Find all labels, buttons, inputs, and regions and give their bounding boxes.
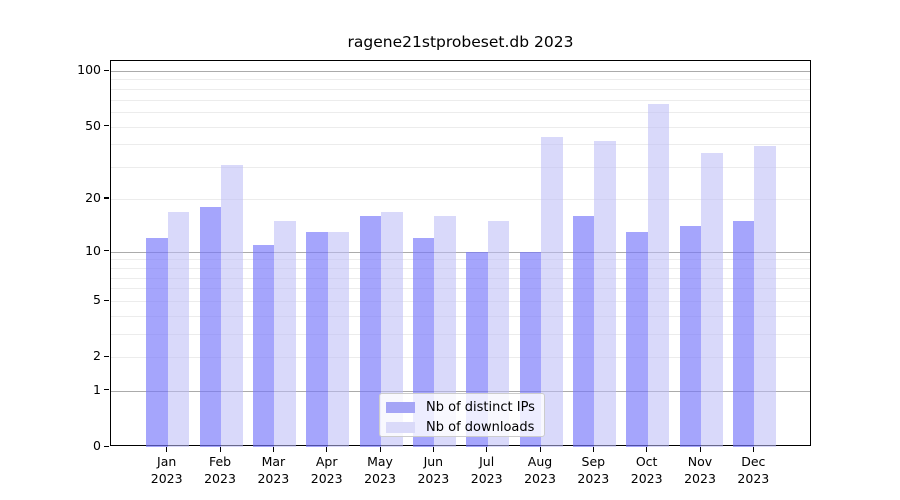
minor-gridline-40 [111,144,810,146]
y-tick-label-2: 2 [93,348,101,364]
bar-nb-of-distinct-ips-oct [626,231,648,447]
bar-nb-of-downloads-may [381,211,403,447]
bar-nb-of-downloads-oct [647,104,670,447]
x-tick-aug [539,447,541,452]
y-tick-0 [104,445,109,447]
minor-gridline-3 [111,334,810,336]
y-tick-label-5: 5 [93,292,101,308]
x-tick-label-apr: Apr 2023 [310,454,343,486]
bar-nb-of-distinct-ips-jan [146,238,168,447]
legend-label-distinct-ips: Nb of distinct IPs [426,400,535,415]
minor-gridline-8 [111,267,810,269]
bar-nb-of-distinct-ips-nov [679,226,701,447]
x-tick-label-dec: Dec 2023 [737,454,770,486]
y-tick-5 [104,299,109,301]
y-tick-label-10: 10 [85,242,101,258]
minor-gridline-9 [111,259,810,261]
legend-row-downloads: Nb of downloads [386,419,536,436]
bar-nb-of-downloads-apr [327,231,350,447]
x-tick-label-sep: Sep 2023 [577,454,610,486]
bar-nb-of-distinct-ips-dec [732,221,755,447]
x-tick-label-jun: Jun 2023 [417,454,450,486]
y-tick-label-20: 20 [85,189,101,205]
x-tick-jun [432,447,435,452]
minor-gridline-80 [111,88,810,90]
bar-nb-of-distinct-ips-may [359,216,382,447]
y-tick-label-1: 1 [93,381,101,397]
x-tick-label-nov: Nov 2023 [684,454,716,486]
legend: Nb of distinct IPs Nb of downloads [379,393,545,437]
x-tick-dec [752,447,755,452]
minor-gridline-30 [111,167,810,169]
minor-gridline-50 [111,126,810,128]
x-tick-jan [166,447,168,452]
bar-nb-of-downloads-aug [541,136,563,447]
y-tick-10 [104,250,109,252]
downloads-swatch [386,422,415,433]
x-tick-label-jan: Jan 2023 [150,454,183,486]
bar-nb-of-distinct-ips-apr [306,231,328,447]
y-tick-2 [104,355,109,358]
legend-row-distinct-ips: Nb of distinct IPs [386,399,536,416]
x-tick-oct [646,447,648,452]
bar-nb-of-distinct-ips-mar [252,244,275,447]
y-tick-label-50: 50 [85,117,101,133]
plot-area [110,60,811,447]
minor-gridline-20 [111,198,810,200]
x-tick-nov [699,447,701,452]
x-tick-feb [219,447,221,452]
minor-gridline-60 [111,112,810,114]
bar-nb-of-downloads-jun [434,216,456,447]
minor-gridline-90 [111,79,810,81]
y-tick-100 [104,69,109,71]
x-tick-label-oct: Oct 2023 [630,454,663,486]
major-gridline-10 [111,251,810,253]
distinct-ips-swatch [386,402,415,413]
major-gridline-100 [111,71,810,72]
minor-gridline-2 [111,357,810,359]
major-gridline-1 [111,390,810,392]
y-tick-50 [104,125,109,127]
x-tick-mar [272,447,275,452]
x-tick-label-aug: Aug 2023 [524,454,556,486]
x-tick-sep [592,447,595,452]
y-tick-1 [104,389,109,391]
bar-nb-of-downloads-jan [167,211,190,447]
minor-gridline-5 [111,301,810,303]
x-tick-label-jul: Jul 2023 [470,454,503,486]
x-tick-jul [486,447,488,452]
bar-nb-of-downloads-nov [701,152,723,447]
bar-nb-of-downloads-jul [487,221,510,447]
y-tick-label-100: 100 [77,62,101,77]
y-tick-20 [104,197,109,199]
bar-nb-of-downloads-dec [754,146,776,447]
chart-title: ragene21stprobeset.db 2023 [347,33,574,51]
bar-nb-of-downloads-feb [221,164,243,447]
x-tick-apr [326,447,328,452]
minor-gridline-6 [111,288,810,290]
legend-label-downloads: Nb of downloads [426,420,535,435]
bar-nb-of-downloads-sep [594,140,616,447]
x-tick-label-feb: Feb 2023 [204,454,236,486]
minor-gridline-7 [111,277,810,279]
x-tick-may [379,447,381,452]
bar-nb-of-downloads-mar [274,221,296,447]
x-tick-label-may: May 2023 [364,454,396,486]
bar-nb-of-distinct-ips-feb [199,207,222,447]
y-tick-label-0: 0 [93,438,101,453]
minor-gridline-70 [111,99,810,101]
x-tick-label-mar: Mar 2023 [257,454,290,486]
minor-gridline-4 [111,315,810,317]
bar-nb-of-distinct-ips-sep [572,216,595,447]
